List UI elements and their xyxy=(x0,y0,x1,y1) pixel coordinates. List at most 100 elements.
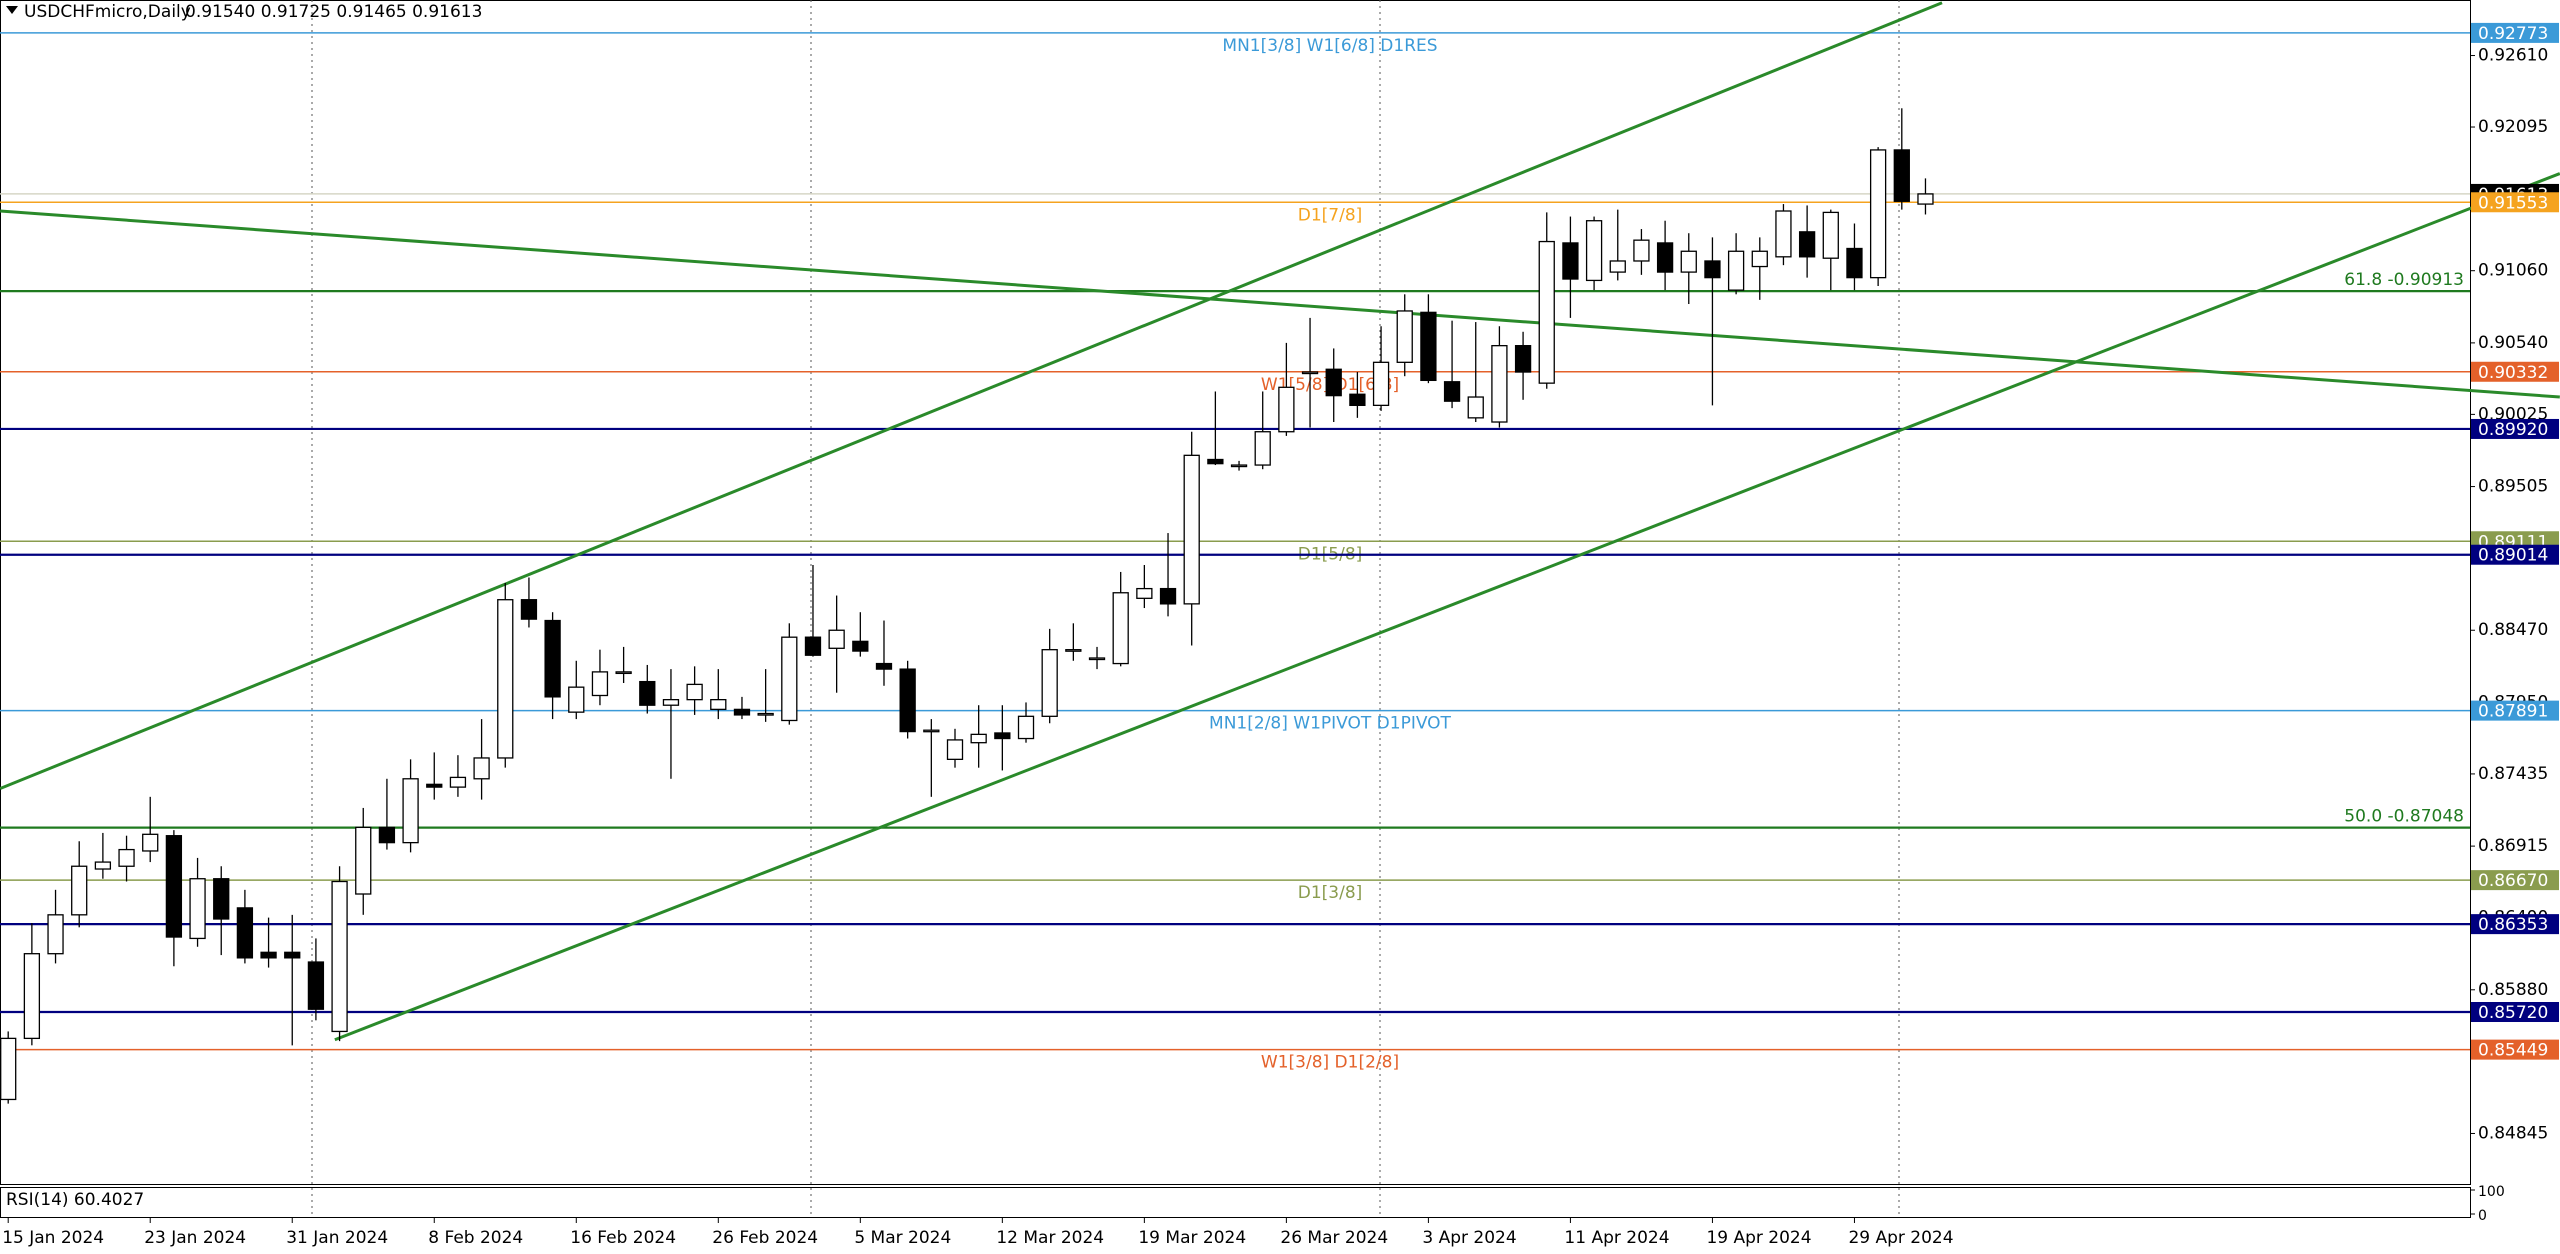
candle-body xyxy=(1562,242,1579,280)
candle-body xyxy=(852,640,869,652)
candle-body xyxy=(757,712,774,716)
level-label: 0.85720 xyxy=(2478,1003,2548,1023)
candle-body xyxy=(1585,220,1603,282)
level-label-box xyxy=(2471,914,2559,935)
candle-body xyxy=(1751,250,1768,268)
level-label: 0.91553 xyxy=(2478,193,2548,213)
candle-body xyxy=(1609,260,1626,273)
candle-body xyxy=(1869,149,1887,279)
candle-body xyxy=(1207,458,1224,465)
level-label: 0.90332 xyxy=(2478,363,2548,383)
candle-body xyxy=(946,739,964,760)
rsi-title: RSI(14) 60.4027 xyxy=(6,1190,144,1210)
candle-body xyxy=(449,776,467,788)
x-tick-label: 26 Mar 2024 xyxy=(1280,1228,1388,1248)
x-tick-label: 31 Jan 2024 xyxy=(286,1228,388,1248)
candle-body xyxy=(804,636,822,656)
candle-body xyxy=(1301,371,1319,375)
candle-body xyxy=(828,629,845,649)
y-tick-label: 0.84845 xyxy=(2478,1123,2548,1143)
candle-body xyxy=(1893,149,1910,202)
y-tick-label: 0.91060 xyxy=(2478,261,2548,281)
y-tick-label: 0.87435 xyxy=(2478,764,2548,784)
candle-body xyxy=(236,907,254,959)
candle-body xyxy=(544,619,561,698)
candle-body xyxy=(1538,240,1555,384)
candle-body xyxy=(189,878,206,940)
candle-body xyxy=(1917,193,1934,205)
candle-body xyxy=(615,671,632,675)
level-label: 0.86353 xyxy=(2478,915,2548,935)
x-tick-label: 19 Apr 2024 xyxy=(1706,1228,1811,1248)
candle-body xyxy=(1846,247,1863,279)
candle-body xyxy=(118,848,135,867)
candle-body xyxy=(260,951,277,959)
candle-body xyxy=(994,732,1011,740)
candle-body xyxy=(923,729,940,733)
candle-body xyxy=(1420,311,1437,382)
x-tick-label: 8 Feb 2024 xyxy=(428,1228,523,1248)
y-tick-label: 0.88470 xyxy=(2478,620,2548,640)
level-label: 0.92773 xyxy=(2478,24,2548,44)
rsi-tick-label: 0 xyxy=(2478,1208,2487,1224)
candle-body xyxy=(1065,649,1082,652)
candle-body xyxy=(23,953,41,1040)
candle-body xyxy=(1278,386,1295,433)
candle-body xyxy=(1467,396,1484,419)
candle-body xyxy=(94,861,112,870)
candle-body xyxy=(331,880,348,1033)
candle-body xyxy=(970,733,987,744)
candle-body xyxy=(142,833,159,852)
chart-title: USDCHFmicro,Daily xyxy=(24,2,191,22)
candle-body xyxy=(426,783,443,788)
x-tick-label: 16 Feb 2024 xyxy=(570,1228,676,1248)
level-label: 0.86670 xyxy=(2478,871,2548,891)
x-tick-label: 29 Apr 2024 xyxy=(1848,1228,1953,1248)
candle-body xyxy=(1775,210,1792,258)
candle-body xyxy=(781,636,798,722)
candle-body xyxy=(497,599,514,759)
y-tick-label: 0.86915 xyxy=(2478,836,2548,856)
level-label-box xyxy=(2471,22,2559,43)
candle-body xyxy=(1159,587,1177,605)
candle-body xyxy=(402,778,419,844)
level-annotation: D1[3/8] xyxy=(1298,883,1363,903)
trend-line xyxy=(334,172,2560,1042)
candle-body xyxy=(1325,368,1342,397)
x-tick-label: 3 Apr 2024 xyxy=(1422,1228,1516,1248)
level-label-box xyxy=(2471,361,2559,382)
candle-body xyxy=(1254,431,1271,466)
candle-body xyxy=(1656,242,1674,273)
level-annotation: MN1[2/8] W1PIVOT D1PIVOT xyxy=(1209,714,1452,734)
x-tick-label: 5 Mar 2024 xyxy=(854,1228,951,1248)
level-label-box xyxy=(2471,870,2559,891)
candle-body xyxy=(733,708,751,716)
x-tick-label: 12 Mar 2024 xyxy=(996,1228,1104,1248)
candle-body xyxy=(1183,454,1200,605)
x-tick-label: 15 Jan 2024 xyxy=(2,1228,104,1248)
trend-line xyxy=(0,1,1943,790)
y-tick-label: 0.92610 xyxy=(2478,46,2548,66)
candle-body xyxy=(1112,592,1129,665)
menu-triangle[interactable] xyxy=(6,6,18,14)
level-annotation: 61.8 -0.90913 xyxy=(2344,270,2464,290)
candle-body xyxy=(591,671,609,697)
candle-body xyxy=(307,961,325,1010)
candle-body xyxy=(899,668,916,733)
rsi-tick-label: 100 xyxy=(2478,1184,2505,1200)
candle-body xyxy=(1491,345,1508,423)
candle-body xyxy=(1443,381,1461,402)
candle-body xyxy=(1017,715,1035,740)
candle-body xyxy=(1514,345,1532,373)
level-annotation: D1[7/8] xyxy=(1298,205,1363,225)
level-label: 0.89014 xyxy=(2478,546,2548,566)
candle-body xyxy=(568,686,585,713)
candle-body xyxy=(213,878,230,920)
y-tick-label: 0.90540 xyxy=(2478,333,2548,353)
level-label-box xyxy=(2471,418,2559,439)
candle-body xyxy=(710,699,727,711)
level-label: 0.85449 xyxy=(2478,1041,2548,1061)
x-tick-label: 11 Apr 2024 xyxy=(1564,1228,1669,1248)
